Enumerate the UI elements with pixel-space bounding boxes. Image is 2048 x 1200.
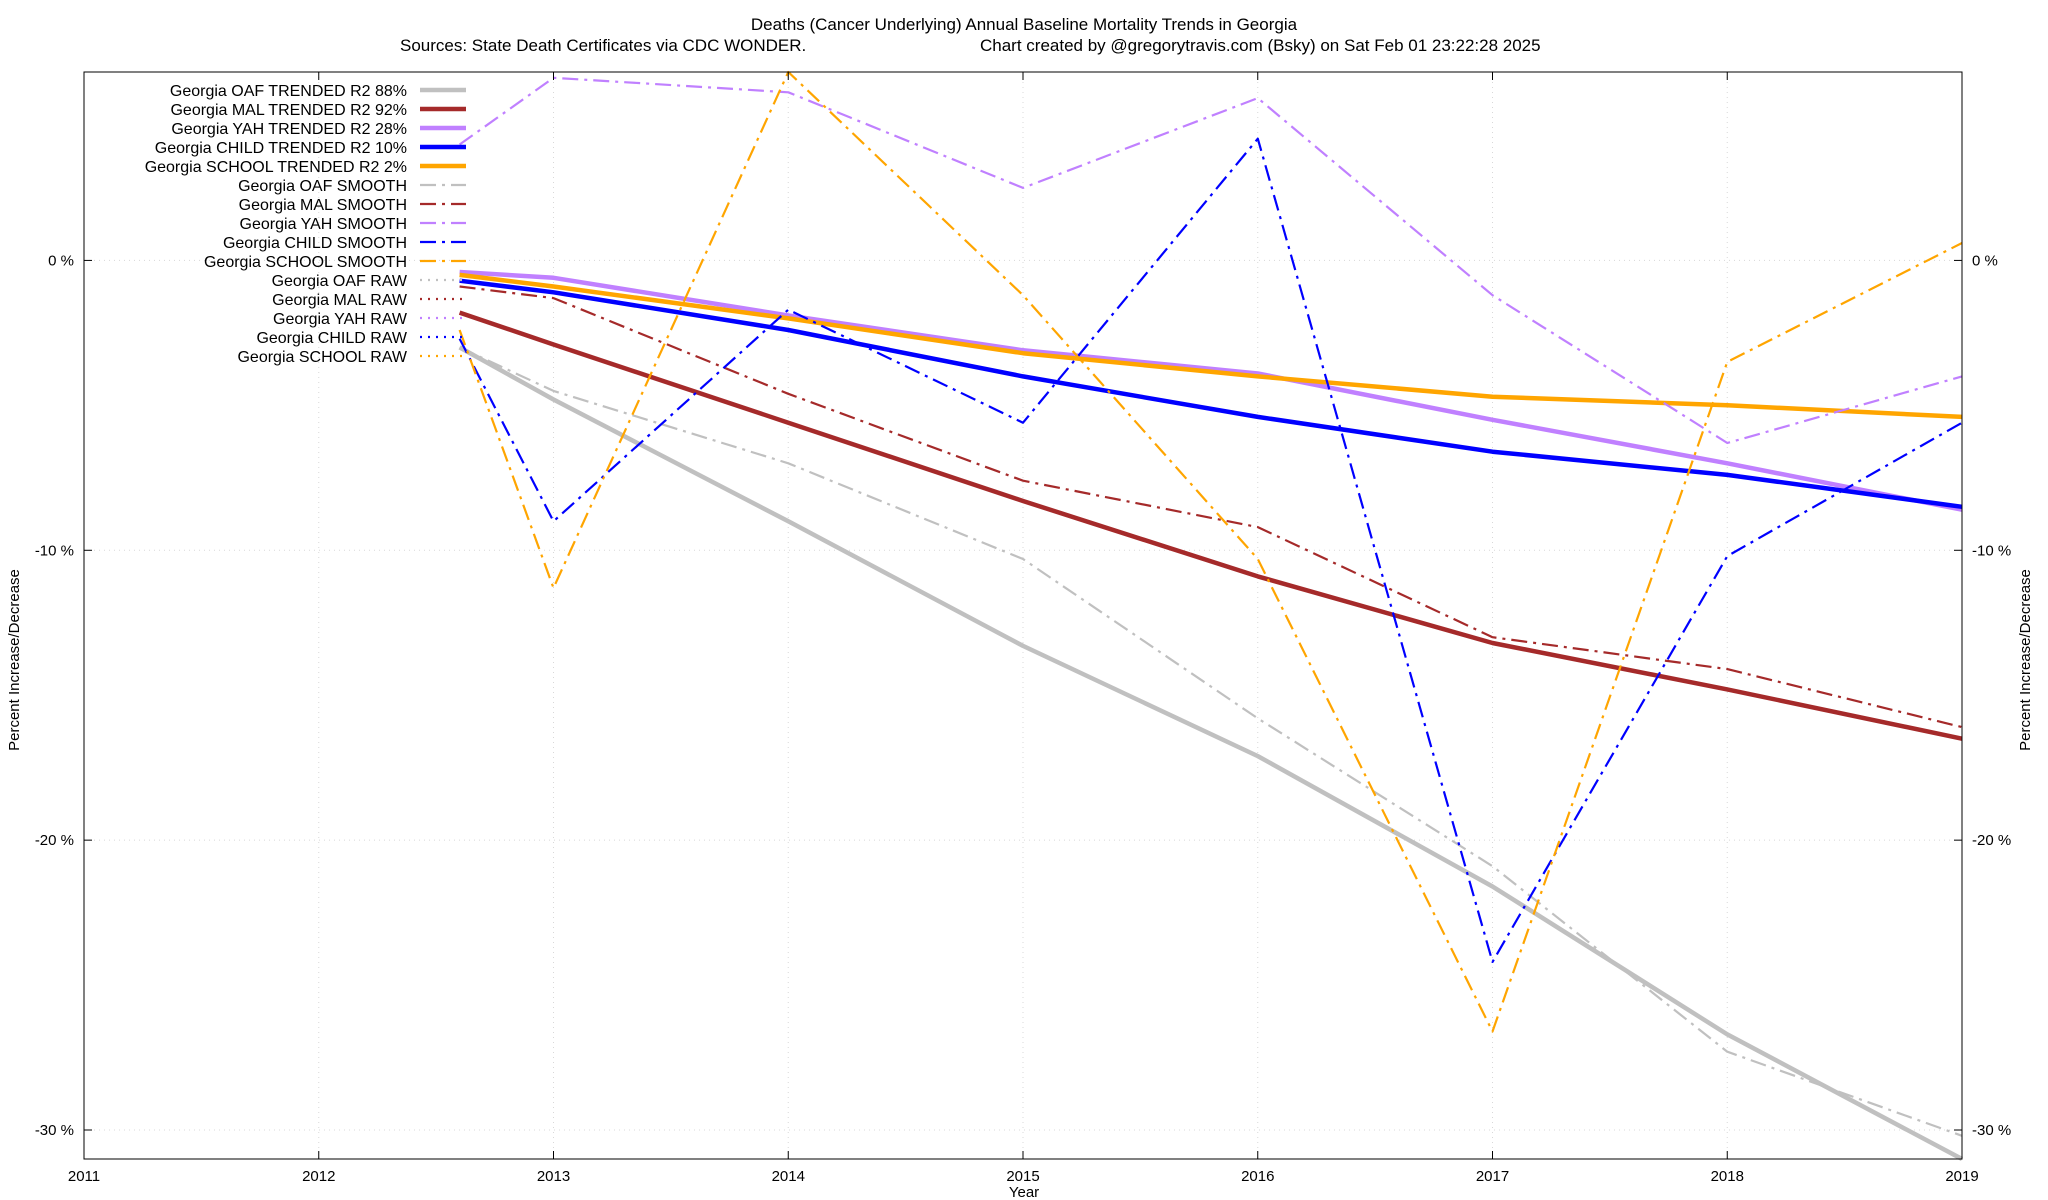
legend-label: Georgia CHILD TRENDED R2 10% (155, 140, 407, 157)
legend-label: Georgia SCHOOL TRENDED R2 2% (145, 159, 407, 176)
x-tick-label: 2012 (302, 1168, 335, 1185)
legend-label: Georgia YAH TRENDED R2 28% (171, 121, 407, 138)
y-tick-label: 0 % (48, 252, 74, 269)
y2-tick-label: 0 % (1972, 252, 1998, 269)
legend-label: Georgia SCHOOL SMOOTH (204, 254, 407, 271)
legend-label: Georgia MAL SMOOTH (239, 197, 407, 214)
series-line-5 (459, 346, 1963, 1137)
y2-tick-label: -30 % (1972, 1122, 2011, 1139)
chart-subtitle-credit: Chart created by @gregorytravis.com (Bsk… (980, 36, 1541, 55)
legend-label: Georgia YAH RAW (273, 311, 408, 328)
x-axis-label: Year (1009, 1184, 1039, 1200)
legend-label: Georgia SCHOOL RAW (237, 349, 407, 366)
y-axis-label: Percent Increase/Decrease (6, 569, 23, 751)
y-tick-label: -30 % (35, 1122, 74, 1139)
series-line-4 (459, 272, 1963, 420)
series-line-3 (459, 278, 1963, 510)
plot-series (458, 70, 1964, 1161)
legend-label: Georgia CHILD RAW (256, 330, 407, 347)
legend-label: Georgia OAF RAW (272, 273, 408, 290)
legend-label: Georgia MAL TRENDED R2 92% (170, 102, 407, 119)
y-tick-label: -20 % (35, 832, 74, 849)
series-line-9 (458, 70, 1963, 1033)
chart-subtitle-source: Sources: State Death Certificates via CD… (400, 36, 806, 55)
series-line-6 (459, 285, 1963, 729)
legend-label: Georgia MAL RAW (272, 292, 408, 309)
legend-label: Georgia CHILD SMOOTH (223, 235, 407, 252)
series-line-8 (458, 137, 1963, 964)
x-tick-label: 2013 (537, 1168, 570, 1185)
y-tick-label: -10 % (35, 542, 74, 559)
x-tick-label: 2017 (1476, 1168, 1509, 1185)
x-tick-label: 2014 (772, 1168, 805, 1185)
x-tick-label: 2019 (1945, 1168, 1978, 1185)
chart-title: Deaths (Cancer Underlying) Annual Baseli… (751, 15, 1298, 34)
y2-tick-label: -20 % (1972, 832, 2011, 849)
x-tick-label: 2011 (68, 1168, 100, 1185)
legend: Georgia OAF TRENDED R2 88% Georgia MAL TR… (145, 83, 466, 366)
legend-label: Georgia OAF SMOOTH (238, 178, 407, 195)
series-line-1 (458, 310, 1963, 741)
legend-label: Georgia YAH SMOOTH (240, 216, 407, 233)
x-tick-label: 2016 (1241, 1168, 1274, 1185)
x-tick-label: 2015 (1006, 1168, 1039, 1185)
grid-lines (83, 72, 1963, 1159)
legend-label: Georgia OAF TRENDED R2 88% (170, 83, 407, 100)
y2-tick-label: -10 % (1972, 542, 2011, 559)
y2-axis-label: Percent Increase/Decrease (2017, 569, 2034, 751)
series-line-2 (459, 269, 1963, 512)
series-line-0 (458, 345, 1964, 1161)
axis-ticks: 2011 2012 2013 2014 2015 2016 2017 2018 2019 0 % 0… (35, 72, 2011, 1185)
x-tick-label: 2018 (1711, 1168, 1744, 1185)
